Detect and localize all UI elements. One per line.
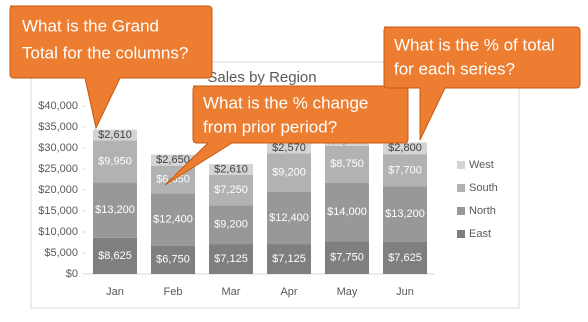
value-label: $9,950 [98,155,132,167]
legend-swatch [457,161,465,169]
value-label: $2,650 [156,154,190,166]
value-label: $8,625 [98,250,132,262]
callout-text: for each series? [394,59,515,78]
bar-segment [325,182,369,242]
value-label: $9,200 [214,219,248,231]
callout-text: from prior period? [203,117,337,136]
value-label: $9,200 [272,167,306,179]
callout-box [383,26,581,141]
legend-label: East [469,228,491,240]
x-tick-label: Jan [106,286,124,298]
value-label: $8,750 [330,158,364,170]
chart-title: Sales by Region [207,69,316,86]
bar-segment [93,237,137,274]
bar-segment [151,154,195,166]
value-label: $14,000 [327,206,367,218]
bar-segment [325,145,369,183]
value-label: $7,700 [388,164,422,176]
callouts: What is the Grand Total for the columns?… [9,5,581,186]
x-tick-label: Feb [164,286,183,298]
bar-segment [209,174,253,206]
x-tick-label: Apr [280,286,297,298]
bar-segment [267,244,311,274]
y-tick-label: $40,000 [38,100,78,112]
bar-segment [93,129,137,141]
value-label: $12,400 [153,214,193,226]
callout-text: What is the % of total [394,35,555,54]
bar-segment [93,140,137,183]
bar-segment [209,244,253,274]
value-label: $7,125 [272,253,306,265]
callout-text: Total for the columns? [22,43,188,62]
y-tick-label: $20,000 [38,184,78,196]
callout-box [9,5,213,130]
bar-segment [267,153,311,192]
bar-segment [209,164,253,175]
legend-swatch [457,207,465,215]
y-tick-label: $5,000 [44,247,78,259]
value-label: $13,200 [95,204,135,216]
callout-text: What is the % change [203,93,368,112]
value-label: $2,610 [98,129,132,141]
y-tick-label: $30,000 [38,142,78,154]
bar-segment [383,241,427,274]
value-label: $13,200 [385,208,425,220]
bar-segment [151,245,195,274]
y-tick-label: $0 [66,268,78,280]
bar-segment [383,154,427,187]
y-tick-label: $15,000 [38,205,78,217]
bar-segment [383,186,427,242]
value-label: $2,800 [388,142,422,154]
bar-segment [93,182,137,238]
bar-segment [267,191,311,245]
value-label: $12,400 [269,212,309,224]
plot: $0 $5,000 $10,000 $15,000 $20,000 $25,000 $30,… [38,100,498,298]
x-tick-label: Mar [222,286,241,298]
y-tick-label: $35,000 [38,121,78,133]
bar-segment [209,205,253,245]
x-tick-label: May [337,286,358,298]
y-tick-label: $10,000 [38,226,78,238]
value-label: $2,610 [214,163,248,175]
bar-segment [151,193,195,246]
bar-segment [383,142,427,155]
bar-segment [325,241,369,274]
x-tick-label: Jun [396,286,414,298]
value-label: $2,570 [272,142,306,154]
value-label: $7,625 [388,252,422,264]
bar-segment [267,142,311,154]
y-tick-label: $25,000 [38,163,78,175]
value-label: $7,250 [214,184,248,196]
legend-label: West [469,159,494,171]
legend-swatch [457,184,465,192]
legend-label: North [469,205,496,217]
callout-text: What is the Grand [22,16,159,35]
legend-label: South [469,182,498,194]
value-label: $6,750 [156,254,190,266]
value-label: $7,750 [330,252,364,264]
legend-swatch [457,230,465,238]
value-label: $7,125 [214,253,248,265]
